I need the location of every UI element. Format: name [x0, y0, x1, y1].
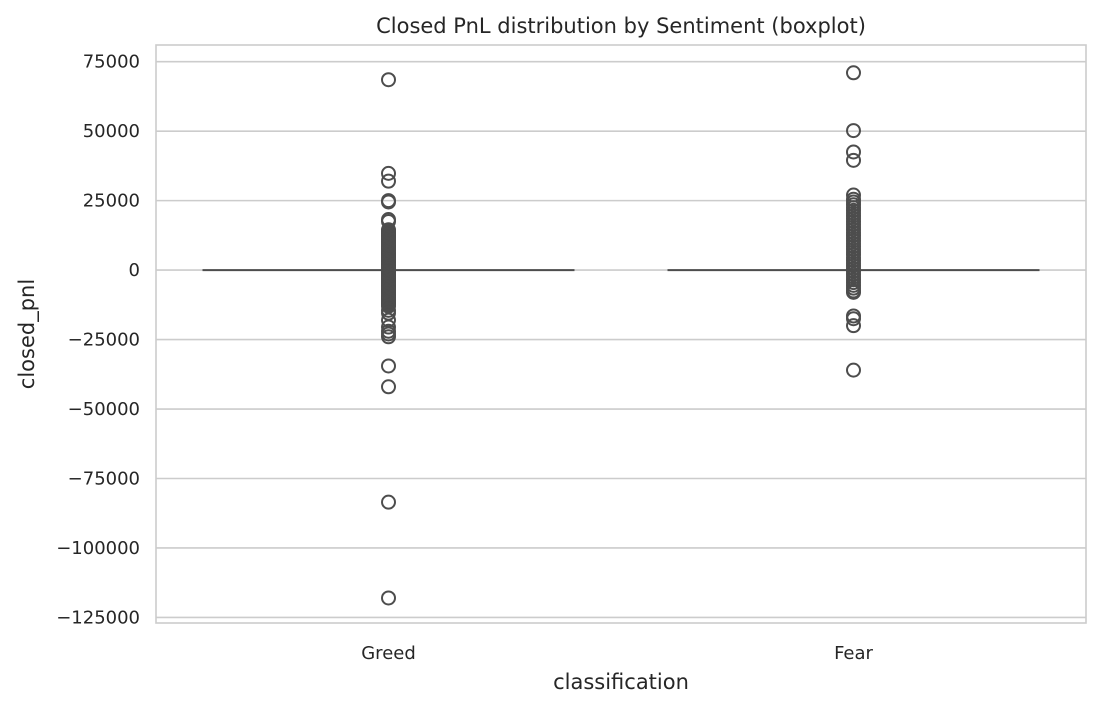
y-tick-label: 0 [129, 260, 140, 281]
x-axis-label: classification [553, 670, 689, 694]
outlier-point [381, 165, 396, 181]
y-tick-label: 50000 [83, 121, 140, 142]
outlier-point [846, 311, 861, 327]
outlier-point [846, 152, 861, 168]
outlier-point [381, 358, 396, 374]
box-layer [202, 65, 1040, 606]
y-tick-label: −125000 [56, 607, 140, 628]
y-gridlines [156, 60, 1086, 619]
outlier-point [381, 379, 396, 395]
outlier-point [381, 72, 396, 88]
y-tick-label: −25000 [68, 330, 140, 351]
y-tick-label: −100000 [56, 538, 140, 559]
x-tick-label: Fear [834, 643, 873, 664]
x-tick-labels: Greed Fear [361, 643, 873, 664]
outlier-point [381, 194, 396, 210]
outlier-point [381, 590, 396, 606]
outlier-point [846, 318, 861, 334]
outlier-point [846, 284, 861, 300]
y-tick-label: −75000 [68, 469, 140, 490]
outlier-point [381, 173, 396, 189]
chart-title: Closed PnL distribution by Sentiment (bo… [376, 14, 866, 38]
outlier-point [846, 65, 861, 81]
x-tick-label: Greed [361, 643, 416, 664]
y-tick-label: −50000 [68, 399, 140, 420]
plot-frame [155, 44, 1087, 624]
outlier-point [846, 362, 861, 378]
y-axis-label: closed_pnl [15, 279, 40, 389]
box-group [667, 65, 1040, 378]
outlier-point [381, 329, 396, 345]
outlier-point [846, 144, 861, 160]
y-tick-labels: 75000 50000 25000 0 −25000 −50000 −75000 −10000… [56, 52, 140, 629]
y-tick-label: 75000 [83, 52, 140, 73]
y-tick-label: 25000 [83, 191, 140, 212]
box-group [202, 72, 575, 606]
outlier-point [381, 319, 396, 335]
outlier-point [846, 123, 861, 139]
outlier-point [381, 494, 396, 510]
